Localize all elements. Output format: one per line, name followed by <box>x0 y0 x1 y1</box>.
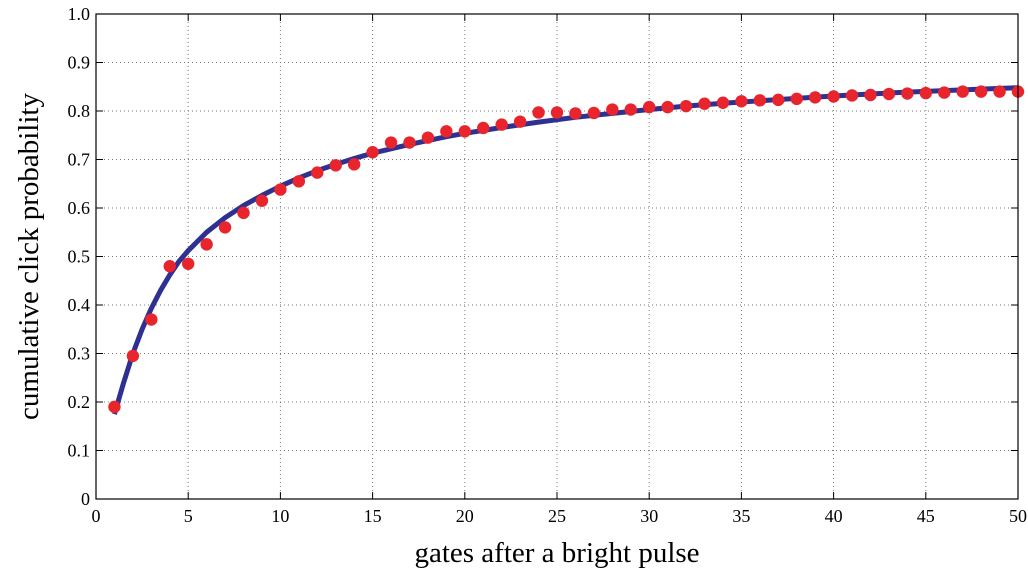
data-point <box>218 221 232 234</box>
data-point <box>772 93 785 107</box>
data-point <box>569 107 582 120</box>
data-point <box>145 313 158 326</box>
data-point <box>255 194 269 207</box>
data-point <box>513 115 527 128</box>
data-point <box>237 206 250 220</box>
data-point <box>108 400 121 414</box>
data-point <box>163 260 176 273</box>
x-tick-label: 5 <box>184 506 193 526</box>
data-point <box>643 100 656 114</box>
data-point <box>808 91 822 104</box>
x-tick-label: 20 <box>456 506 474 526</box>
x-tick-label: 30 <box>640 506 658 526</box>
data-point <box>919 86 932 100</box>
x-tick-label: 0 <box>92 506 101 526</box>
data-point <box>845 89 859 102</box>
data-point <box>495 118 508 131</box>
data-point <box>735 95 748 108</box>
x-tick-label: 40 <box>825 506 843 526</box>
x-tick-label: 15 <box>364 506 382 526</box>
data-point <box>126 349 140 363</box>
data-point <box>864 88 877 102</box>
data-point <box>550 106 564 119</box>
data-point <box>716 96 730 109</box>
data-point <box>661 100 674 114</box>
data-point <box>587 106 601 120</box>
data-point <box>182 257 195 270</box>
data-point <box>274 183 287 196</box>
data-point <box>956 85 969 98</box>
data-point <box>698 97 711 110</box>
axis-ticks: 0 5 10 15 20 25 30 35 40 45 50 0 0.1 0.2 0.3 0.4 0.5 0.6 0… <box>68 4 1028 526</box>
x-tick-label: 45 <box>917 506 935 526</box>
data-point <box>974 85 988 98</box>
data-point <box>458 125 471 138</box>
data-point <box>790 92 803 106</box>
data-point <box>366 146 379 159</box>
y-tick-label: 0.3 <box>68 344 91 364</box>
y-tick-label: 0.4 <box>68 295 91 315</box>
x-tick-label: 35 <box>732 506 750 526</box>
x-tick-label: 25 <box>548 506 566 526</box>
data-point <box>292 175 306 188</box>
plot-area <box>108 85 1025 415</box>
y-tick-label: 0 <box>81 489 90 509</box>
data-point <box>827 90 840 103</box>
data-point <box>882 87 896 101</box>
x-tick-label: 50 <box>1009 506 1027 526</box>
y-tick-label: 0.8 <box>68 101 91 121</box>
data-point <box>200 238 213 251</box>
data-point <box>679 99 693 113</box>
y-tick-label: 0.9 <box>68 53 91 73</box>
y-tick-label: 0.5 <box>68 247 91 267</box>
y-axis-title: cumulative click probability <box>13 93 45 420</box>
y-tick-label: 0.1 <box>68 441 91 461</box>
y-tick-label: 1.0 <box>68 4 91 24</box>
data-point <box>753 94 767 107</box>
data-point <box>347 158 361 171</box>
x-axis-title: gates after a bright pulse <box>414 537 699 569</box>
data-point <box>329 159 342 172</box>
data-point <box>477 121 490 135</box>
x-tick-label: 10 <box>271 506 289 526</box>
data-point <box>311 166 324 179</box>
fit-curve-line <box>112 85 1019 415</box>
data-point <box>403 136 416 149</box>
data-point <box>624 103 637 116</box>
data-point <box>384 136 398 149</box>
data-point <box>606 103 619 116</box>
y-tick-label: 0.6 <box>68 198 91 218</box>
y-tick-label: 0.2 <box>68 392 91 412</box>
data-point <box>901 87 914 100</box>
grid <box>96 14 1018 499</box>
data-point <box>532 106 545 119</box>
data-point <box>938 86 951 99</box>
y-tick-label: 0.7 <box>68 150 91 170</box>
data-point <box>421 131 435 144</box>
data-point <box>440 125 453 138</box>
data-point <box>993 85 1006 98</box>
